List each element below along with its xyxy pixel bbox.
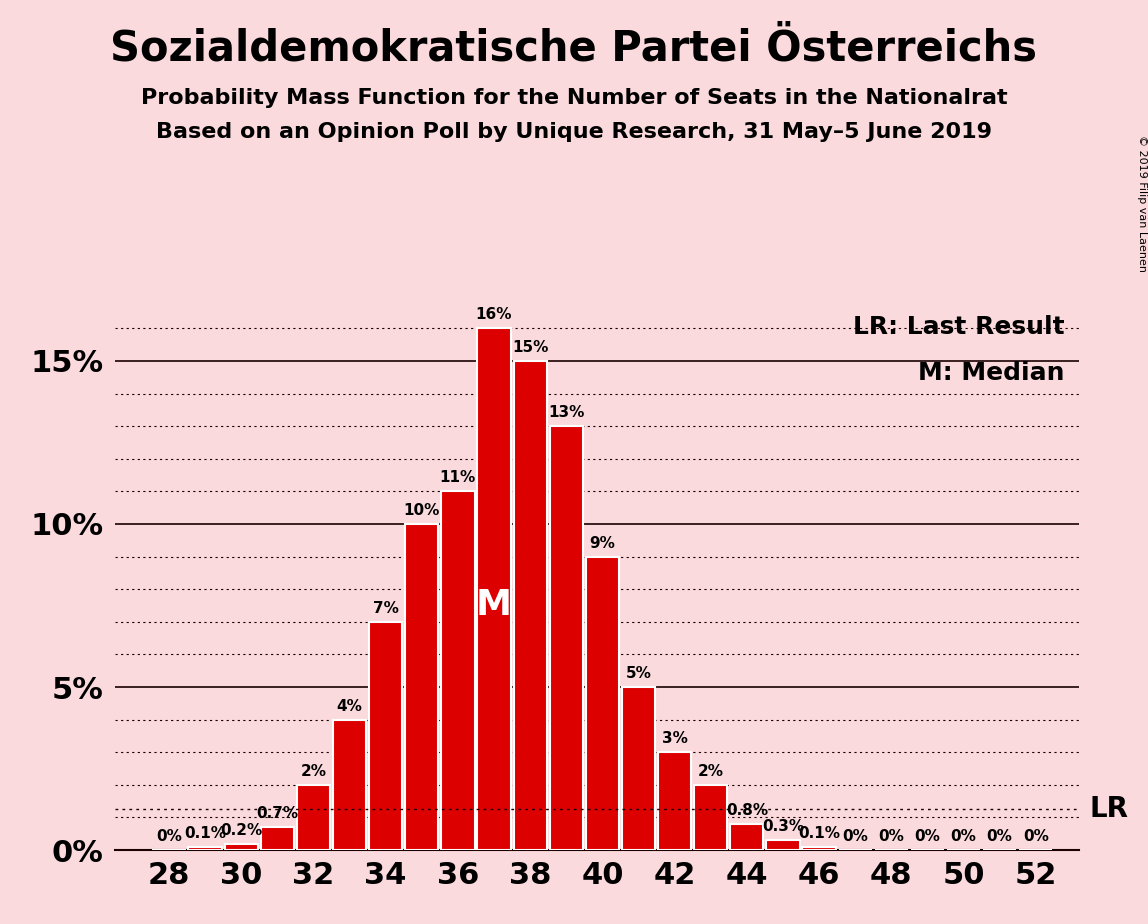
Text: 2%: 2%: [698, 764, 723, 779]
Text: M: M: [476, 588, 512, 622]
Bar: [333, 720, 366, 850]
Text: Based on an Opinion Poll by Unique Research, 31 May–5 June 2019: Based on an Opinion Poll by Unique Resea…: [156, 122, 992, 142]
Text: 11%: 11%: [440, 470, 476, 485]
Bar: [658, 752, 691, 850]
Bar: [297, 784, 331, 850]
Text: 9%: 9%: [589, 536, 615, 551]
Bar: [261, 827, 294, 850]
Text: 3%: 3%: [661, 732, 688, 747]
Text: LR: LR: [1089, 796, 1128, 823]
Text: 0%: 0%: [843, 829, 868, 845]
Bar: [550, 426, 583, 850]
Text: © 2019 Filip van Laenen: © 2019 Filip van Laenen: [1138, 135, 1147, 272]
Text: 0.8%: 0.8%: [726, 803, 768, 818]
Text: 0.3%: 0.3%: [762, 820, 804, 834]
Bar: [767, 840, 799, 850]
Bar: [802, 846, 836, 850]
Bar: [369, 622, 402, 850]
Text: Sozialdemokratische Partei Österreichs: Sozialdemokratische Partei Österreichs: [110, 28, 1038, 69]
Text: 2%: 2%: [301, 764, 326, 779]
Text: 0%: 0%: [987, 829, 1013, 845]
Text: 15%: 15%: [512, 340, 549, 355]
Text: LR: Last Result: LR: Last Result: [853, 315, 1064, 339]
Text: 0%: 0%: [951, 829, 977, 845]
Text: 0%: 0%: [878, 829, 905, 845]
Text: M: Median: M: Median: [918, 361, 1064, 385]
Bar: [513, 361, 546, 850]
Bar: [730, 824, 763, 850]
Text: 0%: 0%: [1023, 829, 1049, 845]
Text: 0.7%: 0.7%: [256, 807, 298, 821]
Text: 0.1%: 0.1%: [798, 826, 840, 841]
Bar: [622, 687, 656, 850]
Bar: [225, 844, 258, 850]
Text: 4%: 4%: [336, 699, 363, 713]
Bar: [478, 328, 511, 850]
Text: 7%: 7%: [373, 601, 398, 616]
Bar: [188, 846, 222, 850]
Bar: [695, 784, 728, 850]
Text: 5%: 5%: [626, 666, 651, 681]
Bar: [405, 524, 439, 850]
Text: 10%: 10%: [404, 503, 440, 518]
Bar: [585, 556, 619, 850]
Text: 0%: 0%: [915, 829, 940, 845]
Text: 0.1%: 0.1%: [184, 826, 226, 841]
Bar: [441, 492, 474, 850]
Text: 0.2%: 0.2%: [220, 822, 263, 838]
Text: 16%: 16%: [475, 308, 512, 322]
Text: 13%: 13%: [548, 406, 584, 420]
Text: Probability Mass Function for the Number of Seats in the Nationalrat: Probability Mass Function for the Number…: [141, 88, 1007, 108]
Text: 0%: 0%: [156, 829, 181, 845]
